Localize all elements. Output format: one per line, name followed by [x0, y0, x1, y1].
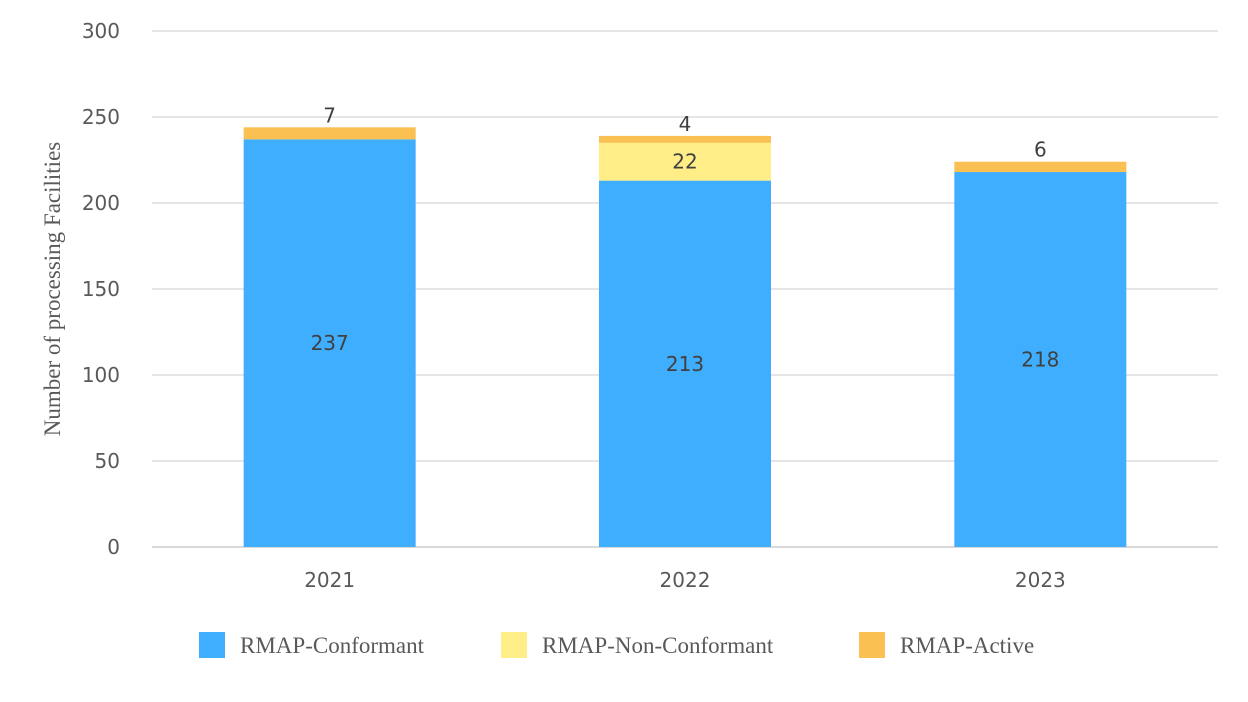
y-tick-label: 250 [82, 105, 120, 129]
bars: 237 7 213 22 4 218 6 [243, 103, 1127, 548]
bar-segment [599, 142, 771, 181]
data-label: 7 [323, 103, 336, 127]
data-label: 218 [1021, 348, 1059, 372]
y-tick-label: 100 [82, 363, 120, 387]
legend-swatch [859, 632, 885, 658]
data-label: 22 [672, 150, 697, 174]
data-label: 213 [666, 352, 704, 376]
legend-item: RMAP-Active [859, 632, 1034, 658]
x-tick-label: 2023 [1015, 568, 1066, 592]
y-axis-label: Number of processing Facilities [40, 142, 65, 437]
bar-segment [954, 172, 1127, 548]
legend-label: RMAP-Active [900, 633, 1034, 658]
legend-swatch [199, 632, 225, 658]
y-tick-label: 300 [82, 19, 120, 43]
x-axis-ticks: 2021 2022 2023 [304, 568, 1066, 592]
legend-label: RMAP-Non-Conformant [542, 633, 774, 658]
x-tick-label: 2021 [304, 568, 355, 592]
legend: RMAP-Conformant RMAP-Non-Conformant RMAP-A… [199, 632, 1034, 658]
data-label: 6 [1034, 138, 1047, 162]
bar-segment [599, 135, 771, 143]
y-axis-ticks: 0 50 100 150 200 250 300 [82, 19, 120, 559]
y-tick-label: 0 [107, 535, 120, 559]
bar-segment [599, 180, 771, 547]
x-tick-label: 2022 [660, 568, 711, 592]
y-tick-label: 200 [82, 191, 120, 215]
bar-segment [243, 139, 416, 548]
y-tick-label: 50 [95, 449, 120, 473]
y-tick-label: 150 [82, 277, 120, 301]
bar-segment [954, 161, 1127, 173]
legend-label: RMAP-Conformant [240, 633, 425, 658]
legend-item: RMAP-Non-Conformant [501, 632, 774, 658]
bar-segment [243, 127, 416, 140]
legend-item: RMAP-Conformant [199, 632, 425, 658]
data-label: 237 [311, 331, 349, 355]
data-label: 4 [679, 112, 692, 136]
legend-swatch [501, 632, 527, 658]
